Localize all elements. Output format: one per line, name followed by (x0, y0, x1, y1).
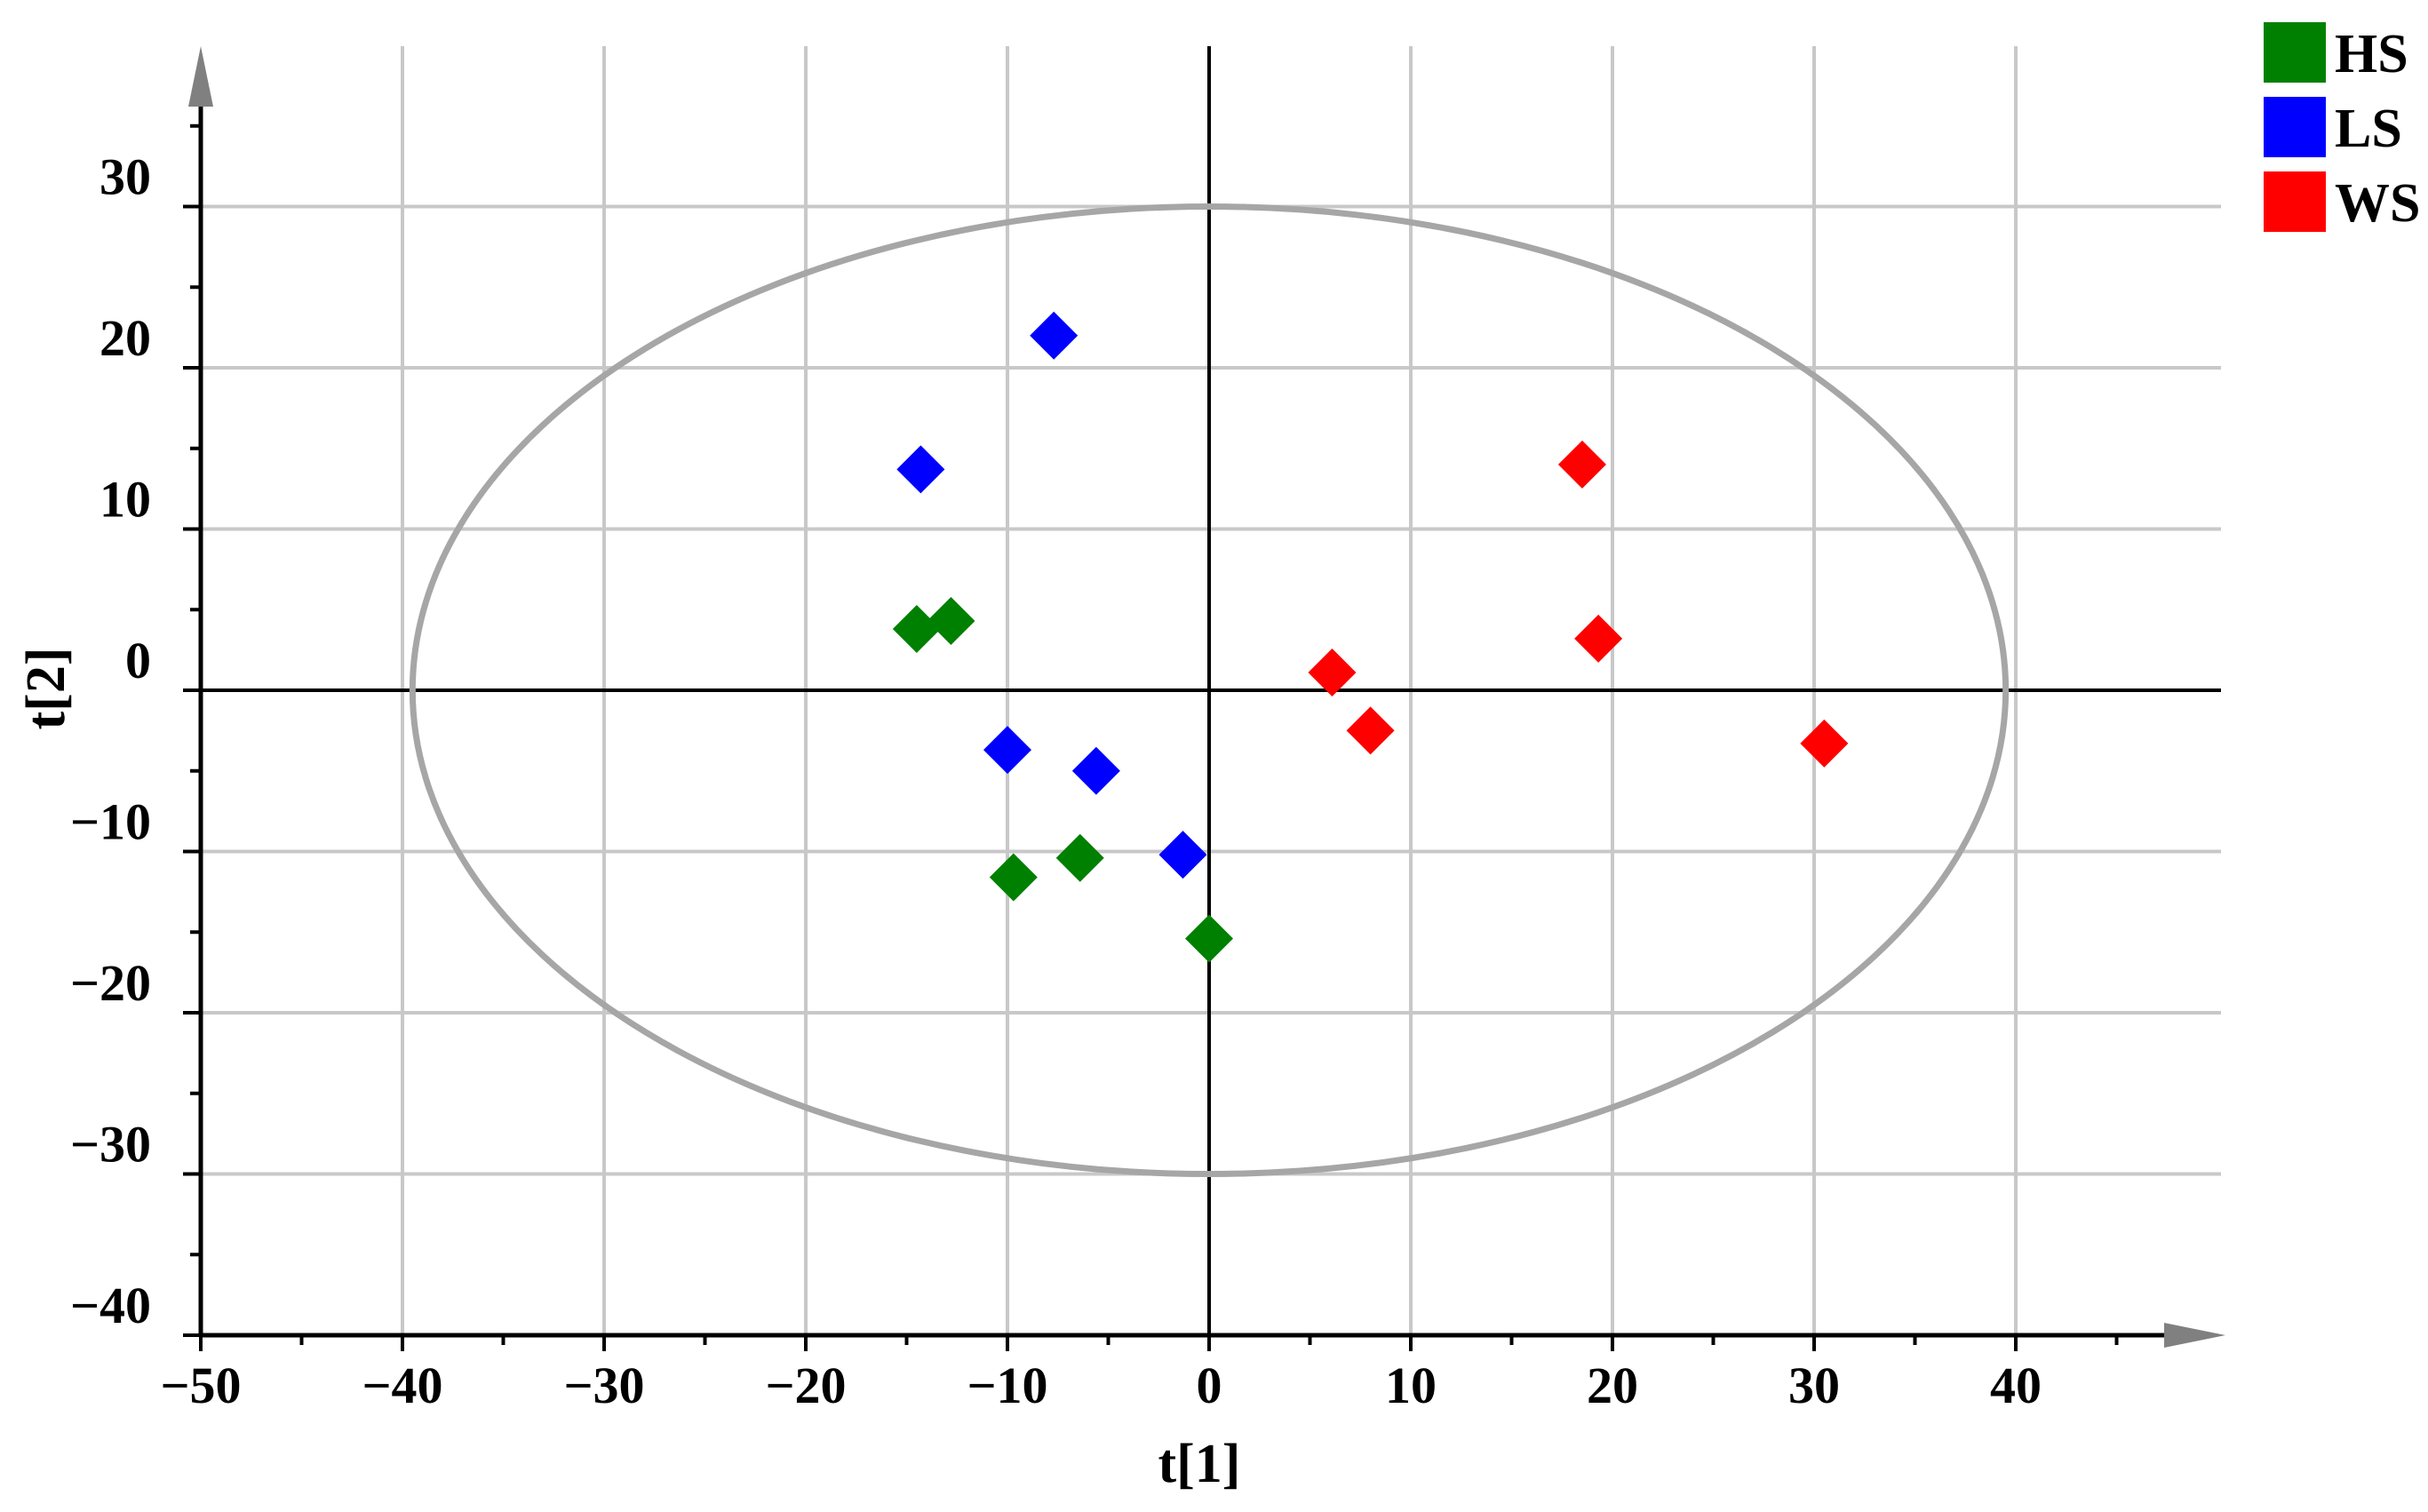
x-axis-label: t[1] (1158, 1434, 1241, 1494)
data-point-ws (1800, 719, 1849, 768)
data-point-hs (1185, 914, 1233, 963)
data-point-ls (896, 445, 945, 494)
y-tick-label: 20 (100, 309, 151, 367)
x-tick-label: −30 (563, 1357, 644, 1414)
y-tick-label: 10 (100, 471, 151, 529)
data-point-ws (1557, 440, 1606, 489)
legend-swatch-ws (2264, 171, 2326, 232)
x-tick-label: 30 (1788, 1357, 1840, 1414)
x-tick-label: −50 (160, 1357, 241, 1414)
legend-swatch-ls (2264, 97, 2326, 157)
x-tick-label: −40 (362, 1357, 442, 1414)
legend-label-ws: WS (2335, 173, 2420, 234)
y-tick-label: 0 (125, 632, 151, 689)
x-tick-label: 10 (1385, 1357, 1437, 1414)
data-point-hs (1055, 833, 1104, 882)
x-tick-label: 40 (1990, 1357, 2042, 1414)
x-tick-label: −20 (765, 1357, 846, 1414)
data-point-ls (1158, 831, 1207, 879)
data-point-ws (1346, 706, 1395, 755)
hotelling-ellipse-layer (409, 203, 2010, 1177)
y-tick-label: −10 (70, 793, 151, 851)
x-tick-label: 0 (1197, 1357, 1222, 1414)
data-points (892, 311, 1849, 963)
data-point-hs (892, 605, 941, 654)
y-tick-label: −30 (70, 1116, 151, 1174)
x-tick-label: −10 (967, 1357, 1047, 1414)
data-point-ls (1030, 311, 1079, 360)
x-tick-label: 20 (1587, 1357, 1638, 1414)
data-point-ls (1071, 746, 1120, 795)
data-point-hs (989, 853, 1038, 902)
data-point-hs (927, 596, 975, 645)
axes (183, 46, 2225, 1351)
y-tick-label: −40 (70, 1277, 151, 1334)
y-axis-label: t[2] (16, 648, 76, 730)
hotelling-ellipse (409, 203, 2010, 1177)
data-point-ws (1574, 614, 1623, 663)
data-point-ls (983, 726, 1031, 775)
y-axis-arrow (188, 46, 213, 107)
legend-swatch-hs (2264, 22, 2326, 83)
tick-labels: −50 −40 −30 −20 −10 0 10 20 30 40−40−30−20−100102… (70, 148, 2042, 1415)
legend-label-ls: LS (2335, 99, 2402, 159)
y-tick-label: −20 (70, 954, 151, 1012)
legend: HS LS WS (2264, 22, 2420, 234)
data-point-ws (1308, 649, 1357, 697)
x-axis-arrow (2164, 1323, 2225, 1348)
legend-label-hs: HS (2335, 24, 2408, 84)
y-tick-label: 30 (100, 148, 151, 206)
